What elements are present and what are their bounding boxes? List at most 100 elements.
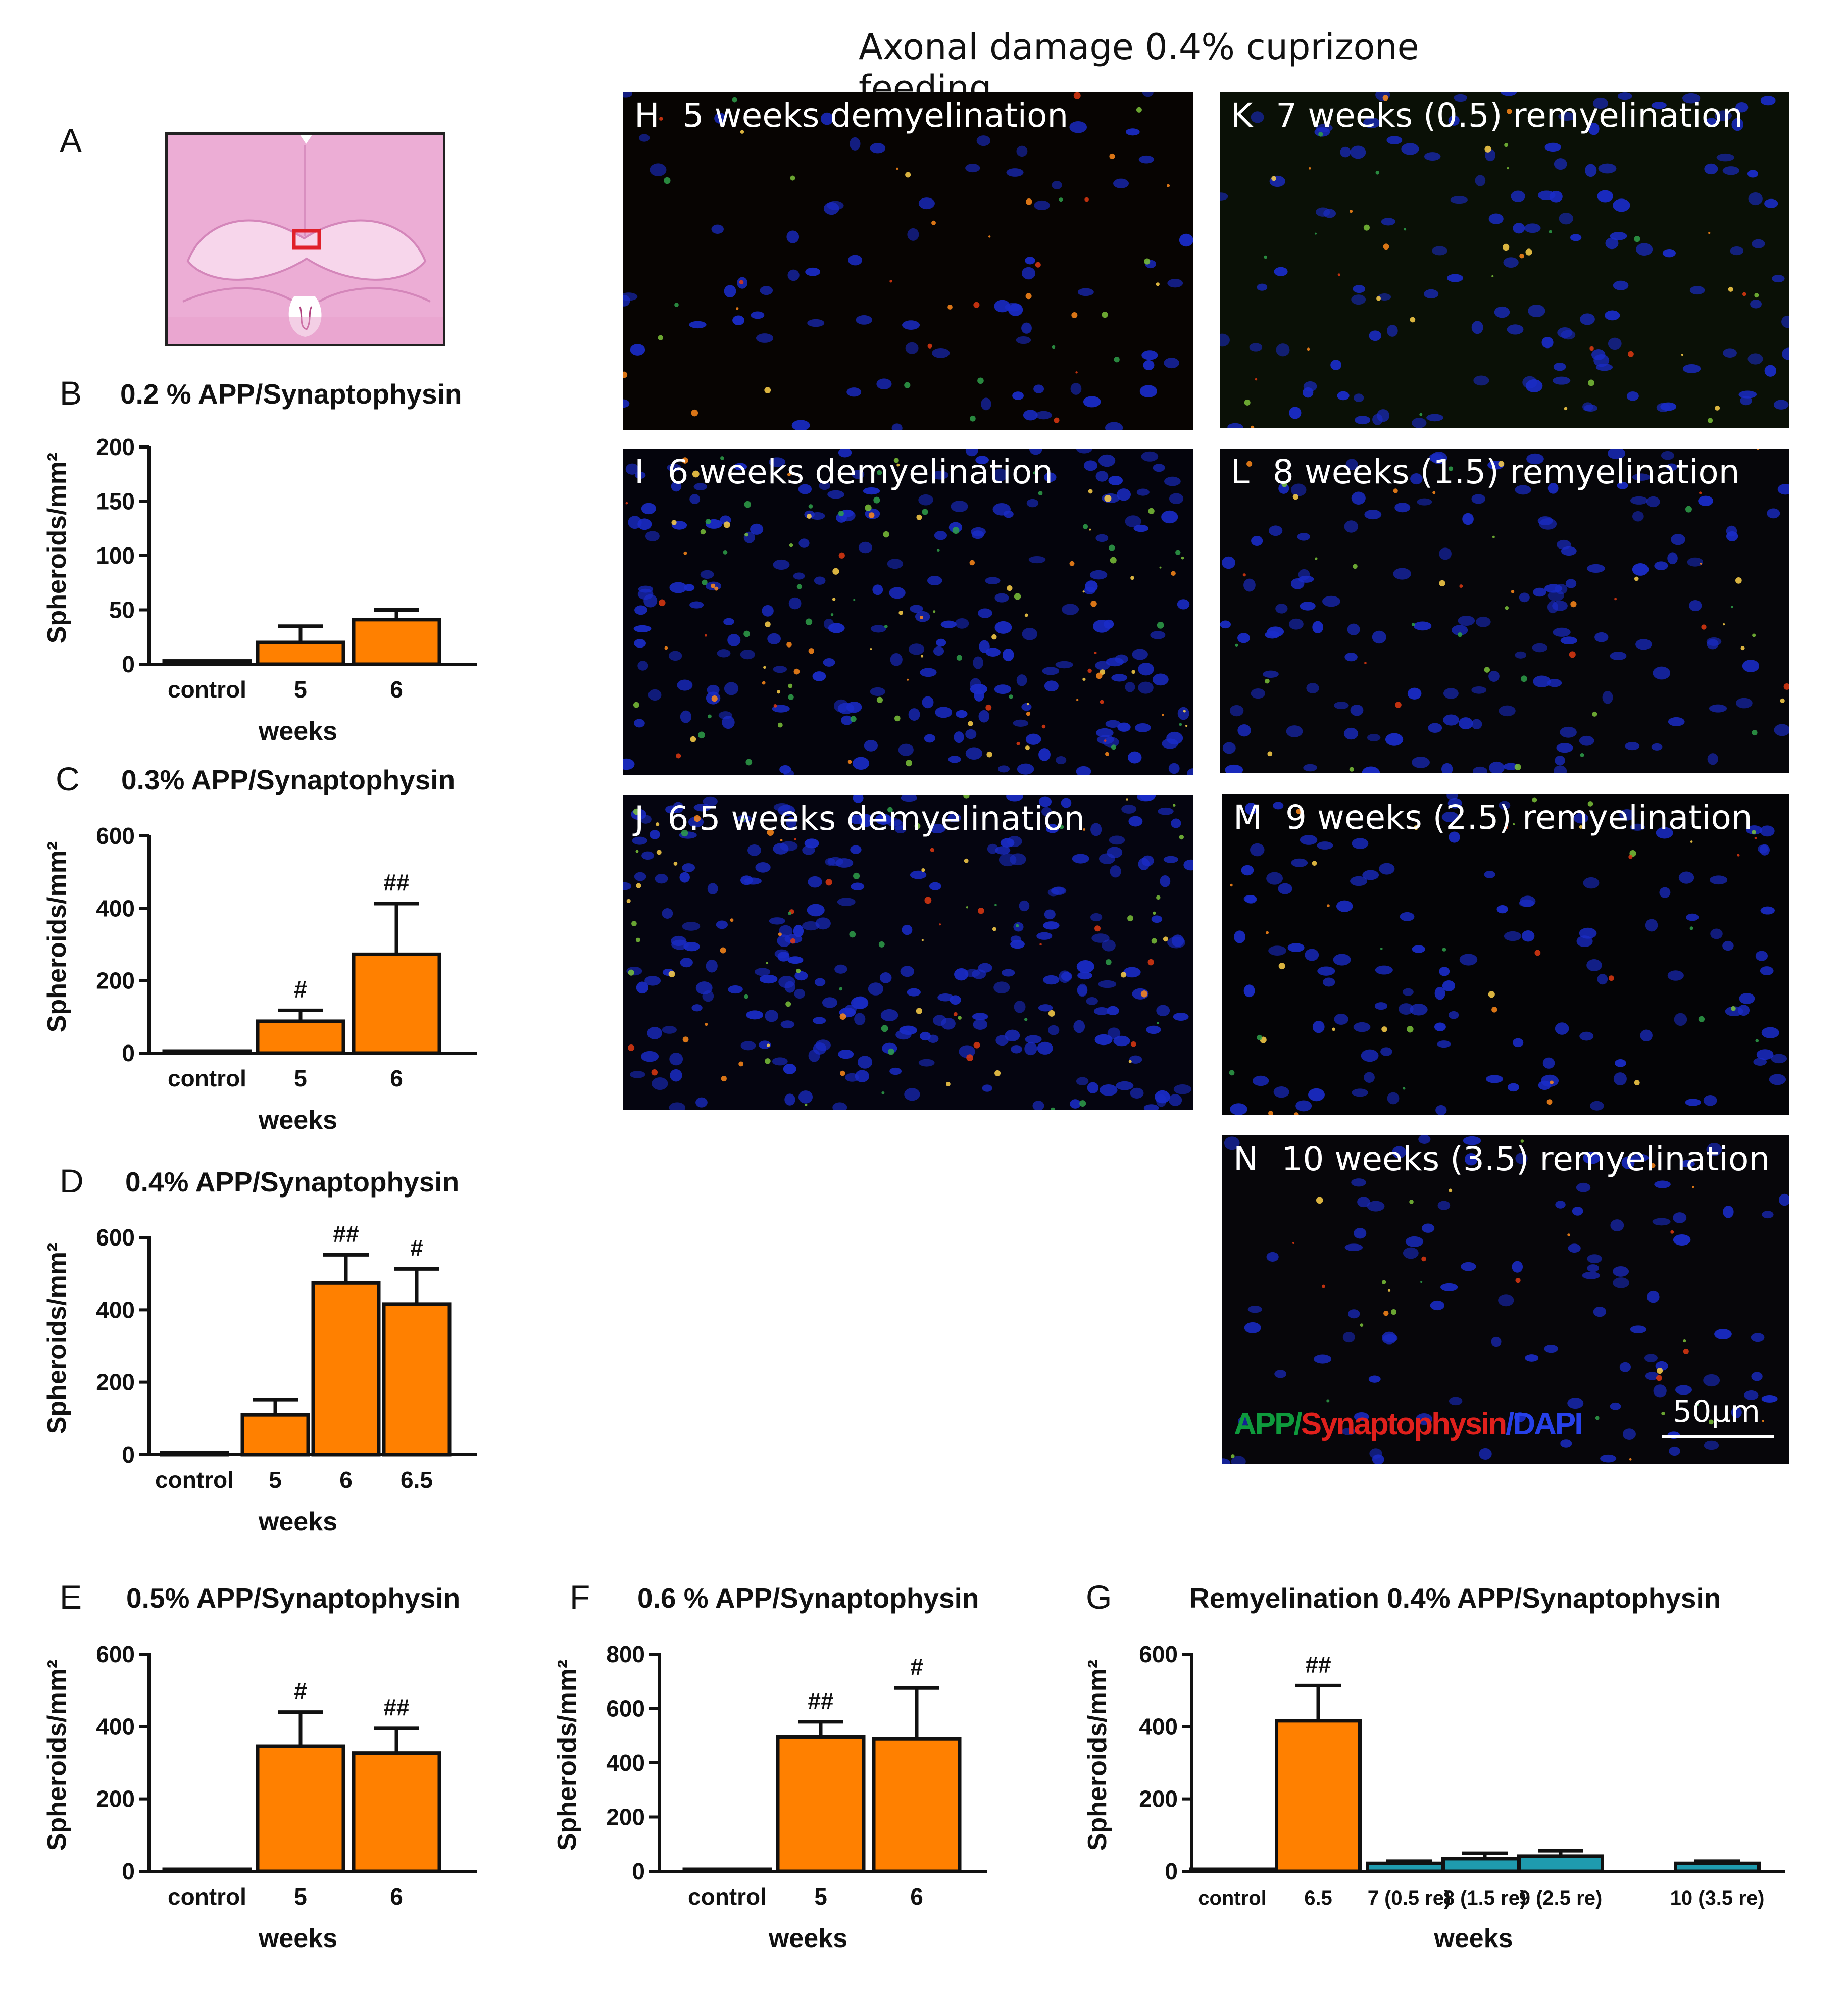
nucleus xyxy=(1295,1100,1312,1112)
nucleus xyxy=(746,1010,764,1020)
spheroid-granule xyxy=(1157,622,1164,629)
nucleus xyxy=(1626,391,1639,401)
nucleus xyxy=(1138,663,1154,676)
spheroid-granule xyxy=(1752,830,1756,834)
micrograph-letter: K xyxy=(1231,96,1253,135)
nucleus xyxy=(864,740,878,752)
nucleus xyxy=(1526,453,1544,465)
nucleus xyxy=(1123,967,1141,978)
nucleus xyxy=(723,618,734,625)
chart-f: 0 200 400 600 800 control ## 5 #6 weeks Spheroids/… xyxy=(553,1641,987,1953)
spheroid-granule xyxy=(777,690,781,694)
nucleus xyxy=(640,815,652,824)
nucleus xyxy=(1661,451,1674,460)
nucleus xyxy=(1513,223,1525,234)
y-tick-label: 150 xyxy=(96,488,135,515)
nucleus xyxy=(1598,163,1617,174)
micrograph-caption: 10 weeks (3.5) remyelination xyxy=(1281,1139,1770,1178)
significance-mark: ## xyxy=(333,1220,359,1247)
nucleus xyxy=(1501,92,1517,96)
chart-e: 0 200 400 600 control #5 ## 6 weeks Spheroids/mm² xyxy=(42,1641,477,1953)
spheroid-granule xyxy=(1179,834,1184,840)
spheroid-granule xyxy=(786,642,792,648)
nucleus xyxy=(887,559,904,569)
spheroid-granule xyxy=(1411,623,1415,626)
nucleus xyxy=(1553,376,1571,385)
nucleus xyxy=(1632,563,1649,576)
nucleus xyxy=(1308,1088,1325,1102)
nucleus xyxy=(1538,1080,1552,1090)
nucleus xyxy=(1439,967,1450,976)
nucleus xyxy=(1362,766,1380,773)
nucleus xyxy=(1533,587,1546,597)
nucleus xyxy=(1645,1372,1659,1380)
bar xyxy=(1517,1854,1604,1873)
spheroid-granule xyxy=(830,613,834,616)
spheroid-granule xyxy=(1110,557,1117,564)
nucleus xyxy=(805,267,821,276)
nucleus xyxy=(641,503,656,515)
nucleus xyxy=(1151,915,1163,923)
nucleus xyxy=(650,163,667,177)
spheroid-granule xyxy=(674,303,679,308)
nucleus xyxy=(1450,195,1468,204)
nucleus xyxy=(1251,688,1265,699)
spheroid-granule xyxy=(1532,797,1537,803)
spheroid-granule xyxy=(1104,494,1112,502)
spheroid-granule xyxy=(1183,710,1186,713)
nucleus xyxy=(652,1077,668,1090)
spheroid-granule xyxy=(1381,1280,1386,1284)
nucleus xyxy=(910,605,923,613)
spheroid-granule xyxy=(1514,764,1521,771)
nucleus xyxy=(1617,481,1628,489)
nucleus xyxy=(1222,742,1236,754)
nucleus xyxy=(1016,674,1027,686)
nucleus xyxy=(1437,1040,1451,1048)
nucleus xyxy=(1520,895,1536,907)
spheroid-granule xyxy=(1484,145,1491,153)
nucleus xyxy=(1361,1049,1379,1062)
nucleus xyxy=(1448,1011,1459,1019)
spheroid-granule xyxy=(898,610,904,615)
nucleus xyxy=(1737,1005,1750,1016)
spheroid-granule xyxy=(868,512,875,518)
spheroid-granule xyxy=(907,678,909,681)
spheroid-granule xyxy=(1088,489,1093,494)
nucleus xyxy=(974,689,984,702)
spheroid-granule xyxy=(1084,197,1089,202)
nucleus xyxy=(1244,803,1258,815)
spheroid-granule xyxy=(1265,678,1270,684)
nucleus xyxy=(1061,798,1072,808)
nucleus xyxy=(870,143,886,154)
category-label: 6.5 xyxy=(1304,1887,1332,1909)
nucleus xyxy=(1706,1142,1722,1156)
spheroid-granule xyxy=(745,759,753,766)
nucleus xyxy=(1222,556,1236,569)
spheroid-granule xyxy=(1179,723,1182,726)
spheroid-granule xyxy=(1251,425,1255,428)
nucleus xyxy=(1617,92,1632,101)
spheroid-granule xyxy=(1755,1039,1759,1043)
spheroid-granule xyxy=(1701,624,1707,630)
nucleus xyxy=(1750,300,1762,309)
chart-title-d: 0.4% APP/Synaptophysin xyxy=(125,1166,460,1198)
spheroid-granule xyxy=(1587,801,1593,807)
spheroid-granule xyxy=(1448,466,1454,471)
nucleus xyxy=(1488,670,1500,682)
nucleus xyxy=(632,836,647,845)
nucleus xyxy=(1025,733,1041,745)
nucleus xyxy=(924,734,935,743)
nucleus xyxy=(1644,1354,1658,1362)
spheroid-granule xyxy=(1395,702,1402,708)
nucleus xyxy=(1586,959,1602,972)
nucleus xyxy=(1029,449,1042,455)
nucleus xyxy=(1380,1047,1392,1056)
y-axis-label: Spheroids/mm² xyxy=(42,1243,72,1434)
spheroid-granule xyxy=(893,458,899,463)
spheroid-granule xyxy=(1083,828,1086,831)
nucleus xyxy=(668,651,682,661)
y-tick-label: 400 xyxy=(96,1297,135,1323)
nucleus xyxy=(1243,578,1256,592)
spheroid-granule xyxy=(1039,943,1042,946)
spheroid-granule xyxy=(853,872,860,879)
